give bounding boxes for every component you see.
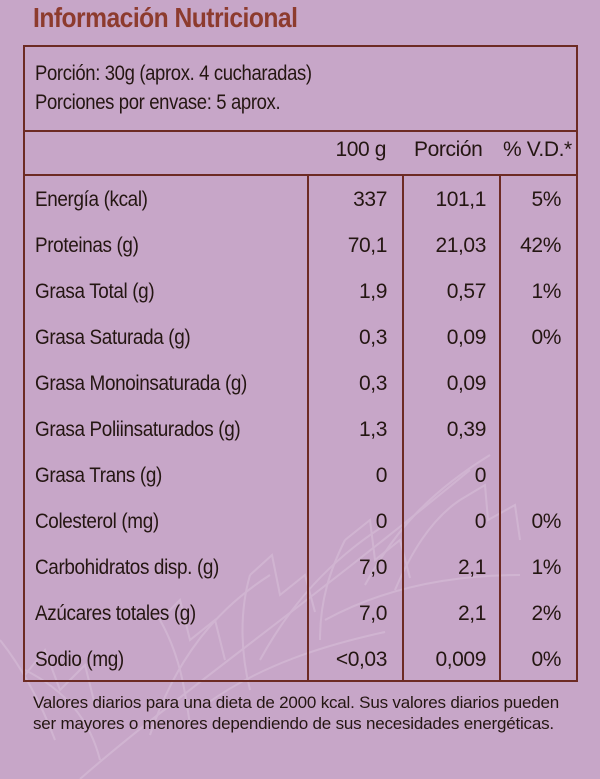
- table-row-polyunsaturated-fat: Grasa Poliinsaturados (g) 1,3 0,39: [25, 407, 576, 453]
- column-divider-portion: [402, 175, 404, 682]
- table-row-carbohydrates: Carbohidratos disp. (g) 7,0 2,1 1%: [25, 545, 576, 591]
- daily-value-footnote: Valores diarios para una dieta de 2000 k…: [33, 693, 560, 733]
- value-daily-value: 2%: [531, 602, 561, 625]
- table-row-energy: Energía (kcal) 337 101,1 5%: [25, 177, 576, 223]
- table-row-sodium: Sodio (mg) <0,03 0,009 0%: [25, 637, 576, 683]
- value-portion: 0: [474, 464, 487, 487]
- value-portion: 0,57: [446, 280, 487, 303]
- value-100g: 7,0: [359, 602, 387, 625]
- value-portion: 0,09: [446, 372, 487, 395]
- table-row-total-sugars: Azúcares totales (g) 7,0 2,1 2%: [25, 591, 576, 637]
- header-divider: [25, 174, 576, 176]
- nutrient-name: Grasa Total (g): [35, 280, 155, 303]
- column-divider-daily-value: [499, 175, 501, 682]
- nutrient-name: Grasa Monoinsaturada (g): [35, 372, 247, 395]
- value-100g: 1,3: [359, 418, 387, 441]
- value-daily-value: 5%: [531, 188, 561, 211]
- value-100g: 70,1: [347, 234, 388, 257]
- value-daily-value: 0%: [531, 510, 561, 533]
- value-daily-value: 42%: [520, 234, 561, 257]
- value-daily-value: 0%: [531, 648, 561, 671]
- value-portion: 0,39: [446, 418, 487, 441]
- value-portion: 2,1: [458, 602, 486, 625]
- value-portion: 0,09: [446, 326, 487, 349]
- value-daily-value: 0%: [531, 326, 561, 349]
- nutrient-name: Grasa Poliinsaturados (g): [35, 418, 241, 441]
- nutrition-table-panel: Porción: 30g (aprox. 4 cucharadas) Porci…: [23, 45, 578, 682]
- value-100g: 337: [353, 188, 387, 211]
- table-row-saturated-fat: Grasa Saturada (g) 0,3 0,09 0%: [25, 315, 576, 361]
- column-divider-100g: [307, 175, 309, 682]
- page-title: Información Nutricional: [33, 2, 298, 33]
- nutrient-name: Proteinas (g): [35, 234, 139, 257]
- column-header-100g: 100 g: [335, 138, 386, 161]
- nutrient-name: Colesterol (mg): [35, 510, 159, 533]
- nutrient-name: Grasa Trans (g): [35, 464, 162, 487]
- nutrient-name: Grasa Saturada (g): [35, 326, 191, 349]
- portion-size: Porción: 30g (aprox. 4 cucharadas): [35, 62, 312, 85]
- table-row-protein: Proteinas (g) 70,1 21,03 42%: [25, 223, 576, 269]
- table-row-trans-fat: Grasa Trans (g) 0 0: [25, 453, 576, 499]
- value-portion: 0: [474, 510, 487, 533]
- serving-info: Porción: 30g (aprox. 4 cucharadas) Porci…: [35, 59, 312, 117]
- servings-per-container: Porciones por envase: 5 aprox.: [35, 91, 281, 114]
- nutrient-name: Carbohidratos disp. (g): [35, 556, 219, 579]
- nutrient-name: Azúcares totales (g): [35, 602, 196, 625]
- value-100g: 1,9: [359, 280, 387, 303]
- table-row-monounsaturated-fat: Grasa Monoinsaturada (g) 0,3 0,09: [25, 361, 576, 407]
- value-portion: 0,009: [435, 648, 486, 671]
- value-100g: 0,3: [359, 372, 387, 395]
- nutrient-name: Sodio (mg): [35, 648, 124, 671]
- column-header-portion: Porción: [414, 138, 483, 161]
- value-100g: 0,3: [359, 326, 387, 349]
- serving-divider: [25, 130, 576, 132]
- table-row-total-fat: Grasa Total (g) 1,9 0,57 1%: [25, 269, 576, 315]
- value-100g: 0: [375, 464, 388, 487]
- nutrient-name: Energía (kcal): [35, 188, 148, 211]
- value-portion: 21,03: [435, 234, 486, 257]
- column-header-daily-value: % V.D.*: [503, 138, 572, 161]
- value-daily-value: 1%: [531, 280, 561, 303]
- value-portion: 2,1: [458, 556, 486, 579]
- table-row-cholesterol: Colesterol (mg) 0 0 0%: [25, 499, 576, 545]
- value-100g: 0: [375, 510, 388, 533]
- value-100g: 7,0: [359, 556, 387, 579]
- value-100g: <0,03: [335, 648, 388, 671]
- value-portion: 101,1: [435, 188, 486, 211]
- value-daily-value: 1%: [531, 556, 561, 579]
